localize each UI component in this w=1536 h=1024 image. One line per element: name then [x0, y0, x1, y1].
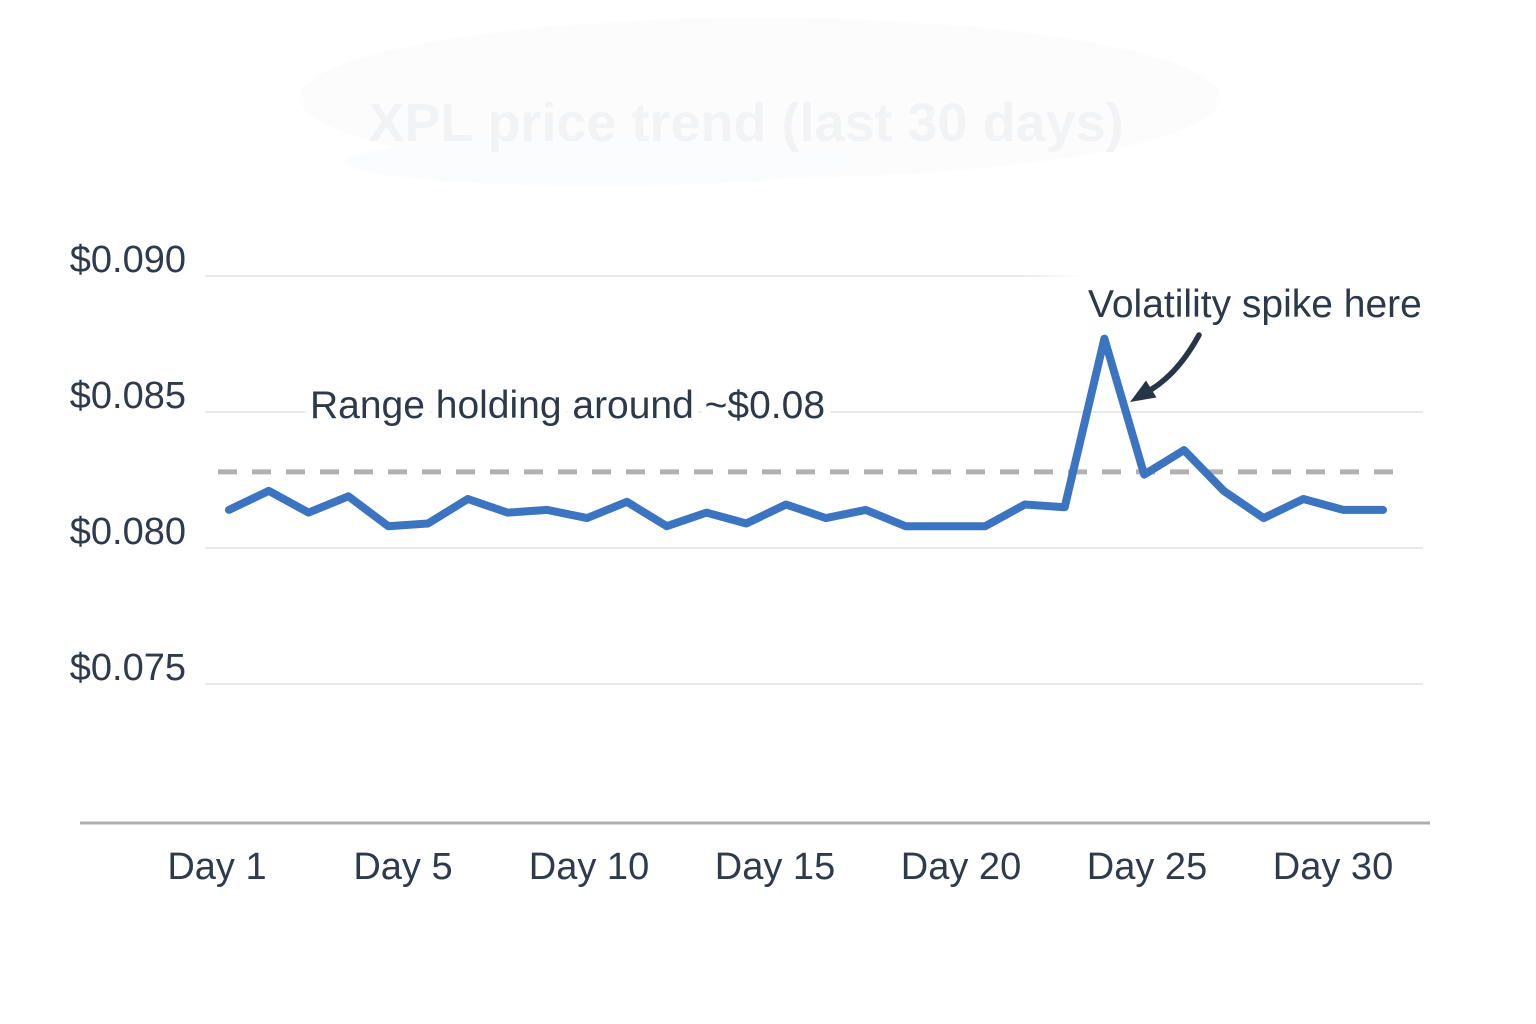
x-tick-label: Day 1	[167, 846, 266, 888]
ghost-highlight-smudge	[345, 138, 855, 186]
x-tick-label: Day 10	[529, 846, 649, 888]
x-tick-label: Day 5	[353, 846, 452, 888]
chart-title-ghost: XPL price trend (last 30 days)	[368, 93, 1123, 153]
ghost-highlight-blob	[300, 18, 1220, 178]
x-tick-label: Day 30	[1273, 846, 1393, 888]
y-axis-labels: $0.090 $0.085 $0.080 $0.075	[70, 239, 186, 689]
x-tick-label: Day 20	[901, 846, 1021, 888]
x-tick-label: Day 15	[715, 846, 835, 888]
gridlines	[205, 275, 1423, 685]
y-tick-label: $0.075	[70, 647, 186, 689]
annotation-spike-label: Volatility spike here	[1088, 283, 1422, 326]
annotation-range-label: Range holding around ~$0.08	[310, 384, 825, 427]
annotation-arrowhead-icon	[1130, 380, 1157, 402]
annotation-arrow	[1149, 332, 1202, 392]
y-tick-label: $0.080	[70, 511, 186, 553]
price-line	[225, 334, 1387, 531]
y-tick-label: $0.090	[70, 239, 186, 281]
series-layer	[218, 334, 1393, 531]
x-axis-labels: Day 1 Day 5 Day 10 Day 15 Day 20 Day 25 Day 30	[167, 846, 1393, 888]
x-tick-label: Day 25	[1087, 846, 1207, 888]
y-tick-label: $0.085	[70, 375, 186, 417]
